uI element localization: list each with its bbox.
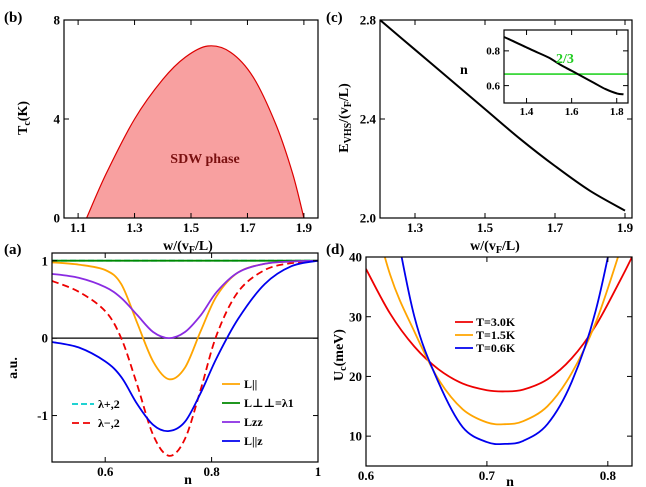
d-frame	[365, 256, 633, 467]
b-xlabel: w/(vF/L)	[163, 239, 213, 256]
b-annotation: SDW phase	[170, 152, 239, 167]
inset-ytick-label: 0.8	[486, 46, 500, 58]
a-series-line-4	[51, 259, 319, 340]
d-ytick-label: 10	[349, 429, 362, 444]
a-xlabel: n	[184, 473, 192, 487]
b-ytick-label: 8	[54, 13, 61, 28]
a-ytick-label: 1	[42, 253, 49, 268]
c-xlabel: w/(vF/L)	[470, 239, 520, 256]
panel-label-c: (c)	[326, 10, 343, 26]
d-series-line-2	[400, 257, 609, 446]
legend-d-label-0: T=3.0K	[476, 315, 516, 329]
legend-a-label-4: Lzz	[244, 415, 263, 429]
panel-b-chart: 1.1 1.3 1.5 1.7 1.9 0 4 8	[54, 13, 319, 235]
b-area	[86, 45, 304, 218]
legend-d-label-2: T=0.6K	[476, 341, 516, 355]
a-ytick-label: 0	[42, 331, 49, 346]
a-xtick-label: 0.6	[97, 464, 114, 479]
legend-d: T=3.0KT=1.5KT=0.6K	[455, 315, 516, 355]
inset-annotation: 2/3	[556, 52, 574, 67]
legend-a-label-2: L||	[244, 377, 257, 391]
legend-a-label-5: L||z	[244, 434, 263, 448]
b-xtick-label: 1.9	[296, 220, 313, 235]
inset-frame	[503, 29, 629, 104]
d-plot-area	[366, 257, 632, 446]
c-ytick-label: 2.0	[360, 211, 376, 226]
d-xtick-label: 0.6	[358, 468, 375, 483]
d-series-line-1	[383, 257, 619, 426]
c-xtick-label: 1.5	[477, 220, 494, 235]
d-series-line-0	[366, 257, 632, 393]
b-xtick-label: 1.3	[126, 220, 143, 235]
b-xtick-label: 1.5	[183, 220, 200, 235]
d-xtick-label: 0.7	[479, 468, 496, 483]
d-xlabel: n	[506, 475, 514, 487]
b-ytick-label: 4	[54, 112, 61, 127]
d-ylabel: Uc(meV)	[332, 329, 349, 381]
c-ytick-label: 2.4	[360, 112, 377, 127]
c-xtick-label: 1.7	[547, 220, 564, 235]
inset-ylabel: n	[460, 63, 468, 78]
a-series-line-2	[51, 259, 319, 381]
panel-label-a: (a)	[4, 242, 22, 258]
inset-xtick-label: 1.6	[565, 106, 579, 118]
legend-a-label-0: λ+,2	[98, 397, 120, 411]
b-boundary-line	[86, 45, 305, 219]
legend-d-label-1: T=1.5K	[476, 328, 516, 342]
b-xtick-label: 1.1	[70, 220, 86, 235]
b-xtick-label: 1.7	[239, 220, 256, 235]
c-xtick-label: 1.3	[407, 220, 424, 235]
d-ytick-label: 40	[349, 250, 362, 265]
d-ytick-label: 30	[349, 309, 362, 324]
b-ytick-label: 0	[54, 211, 61, 226]
c-line	[379, 19, 626, 212]
c-ytick-label: 2.8	[360, 13, 377, 28]
panel-c-inset-chart: 1.4 1.6 1.8 0.6 0.8	[486, 29, 629, 118]
a-xtick-label: 1	[315, 464, 322, 479]
legend-a-label-1: λ−,2	[98, 416, 120, 430]
inset-xtick-label: 1.8	[610, 106, 624, 118]
inset-xtick-label: 1.4	[520, 106, 534, 118]
panel-c-chart: 1.3 1.5 1.7 1.9 2.0 2.4 2.8	[360, 13, 634, 235]
a-ylabel: a.u.	[6, 357, 21, 379]
panel-label-d: (d)	[326, 242, 344, 258]
legend-a: λ+,2 λ−,2 L|| L⊥⊥=λ1 Lzz L||z	[72, 377, 294, 448]
a-series-line-1	[51, 259, 319, 457]
a-xtick-label: 0.8	[203, 464, 220, 479]
c-xtick-label: 1.9	[617, 220, 634, 235]
inset-ytick-label: 0.6	[486, 80, 500, 92]
inset-line	[503, 36, 624, 96]
a-ytick-label: -1	[37, 408, 48, 423]
b-ylabel: Tc(K)	[16, 101, 33, 135]
d-xtick-label: 0.8	[600, 468, 617, 483]
panel-d-chart: 0.6 0.7 0.8 10 20 30 40	[349, 250, 633, 483]
panel-a-chart: 0.6 0.8 1 -1 0 1	[37, 252, 322, 479]
legend-a-label-3: L⊥⊥=λ1	[244, 396, 294, 410]
d-ytick-label: 20	[349, 369, 362, 384]
panel-label-b: (b)	[4, 10, 22, 26]
a-series-line-5	[51, 259, 319, 432]
a-frame	[51, 252, 319, 463]
c-ylabel: EVHS/(vF/L)	[337, 83, 354, 153]
